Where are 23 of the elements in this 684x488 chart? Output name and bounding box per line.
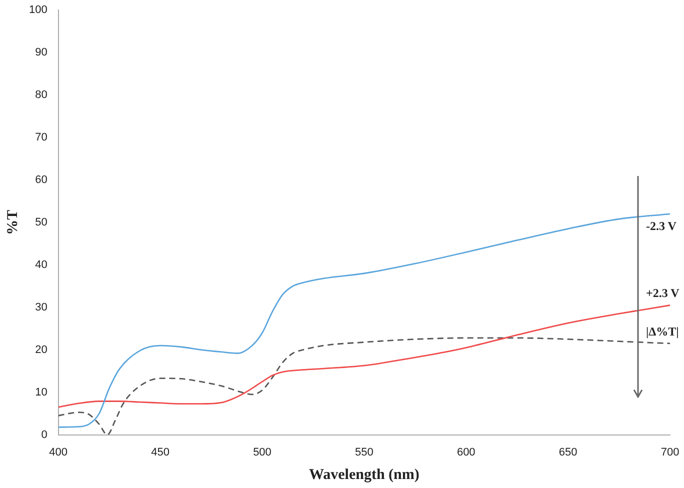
y-tick-label: 80 [35, 88, 48, 101]
y-tick-label: 10 [35, 386, 48, 398]
series-label: +2.3 V [646, 286, 680, 300]
x-axis-title: Wavelength (nm) [308, 466, 420, 483]
x-tick-label: 650 [558, 446, 578, 458]
y-tick-label: 0 [41, 428, 48, 441]
x-tick-label: 500 [253, 446, 272, 458]
y-tick-label: 70 [35, 131, 48, 144]
y-axis-title: %T [4, 210, 21, 235]
series-label: |Δ%T| [646, 324, 679, 338]
y-tick-label: 90 [35, 46, 48, 59]
y-tick-label: 40 [35, 258, 48, 271]
y-tick-label: 30 [35, 301, 48, 314]
x-tick-label: 400 [49, 446, 68, 458]
x-tick-label: 600 [456, 446, 476, 458]
series-label: -2.3 V [646, 218, 677, 233]
y-tick-label: 100 [28, 4, 48, 16]
x-tick-label: 450 [151, 446, 170, 458]
x-tick-label: 550 [354, 446, 374, 458]
y-tick-label: 50 [35, 216, 48, 228]
y-tick-label: 60 [35, 174, 48, 186]
y-tick-label: 20 [35, 344, 48, 356]
x-tick-label: 700 [660, 446, 680, 458]
